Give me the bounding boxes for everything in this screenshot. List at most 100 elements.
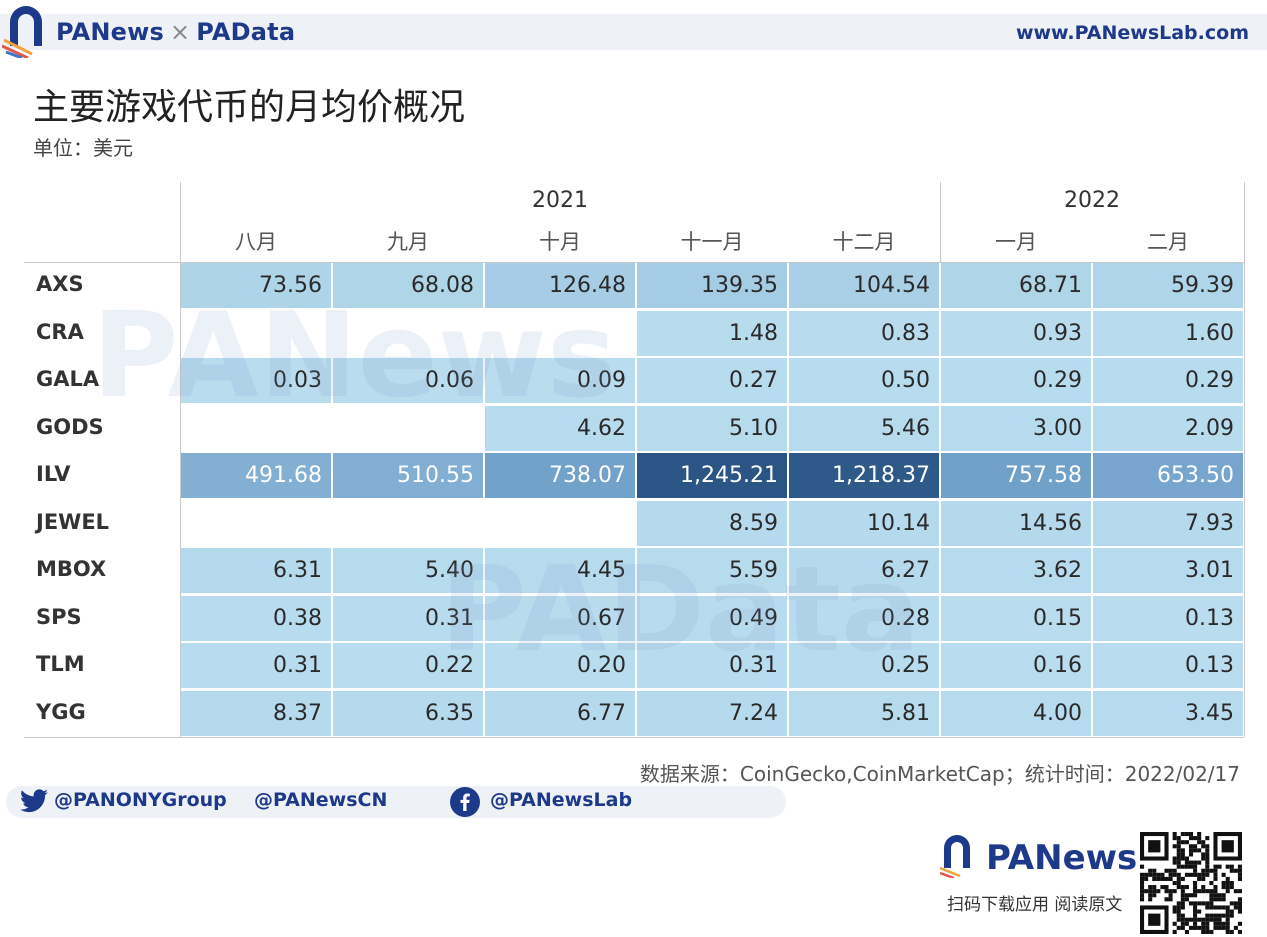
table-cell: 0.27 xyxy=(637,358,787,403)
table-cell: 139.35 xyxy=(637,263,787,308)
table-cell: 1,245.21 xyxy=(637,453,787,498)
table-cell: 7.93 xyxy=(1093,500,1243,546)
table-cell: 4.62 xyxy=(485,405,635,451)
facebook-icon xyxy=(450,787,480,817)
facebook-handle-panewslab[interactable]: @PANewsLab xyxy=(490,789,633,811)
table-cell: 1.48 xyxy=(637,310,787,356)
table-cell: 3.45 xyxy=(1093,690,1243,736)
month-header: 九月 xyxy=(387,230,429,254)
row-label-axs: AXS xyxy=(36,272,84,296)
data-source: 数据来源：CoinGecko,CoinMarketCap；统计时间：2022/0… xyxy=(639,762,1240,786)
panews-footer-logo-icon xyxy=(940,835,970,878)
social-bar xyxy=(6,786,786,818)
twitter-handle-panewscn[interactable]: @PANewsCN xyxy=(254,789,388,811)
table-cell: 1.60 xyxy=(1093,310,1243,356)
row-label-mbox: MBOX xyxy=(36,557,107,581)
twitter-handle-panonygroup[interactable]: @PANONYGroup xyxy=(54,789,227,811)
grid-line xyxy=(24,262,1244,263)
grid-line xyxy=(180,182,181,737)
table-cell: 126.48 xyxy=(485,263,635,308)
month-header: 十一月 xyxy=(680,230,744,254)
row-label-gala: GALA xyxy=(36,367,100,391)
year-header-2021: 2021 xyxy=(532,188,588,213)
table-cell: 3.01 xyxy=(1093,548,1243,593)
table-cell: 757.58 xyxy=(941,453,1091,498)
site-url[interactable]: www.PANewsLab.com xyxy=(1015,22,1249,44)
month-header: 十二月 xyxy=(832,230,896,254)
row-label-cra: CRA xyxy=(36,319,84,344)
table-cell: 0.03 xyxy=(181,358,331,403)
table-cell: 5.40 xyxy=(333,548,483,593)
table-cell: 0.67 xyxy=(485,595,635,641)
table-cell: 0.49 xyxy=(637,595,787,641)
table-cell: 0.09 xyxy=(485,358,635,403)
table-cell: 7.24 xyxy=(637,690,787,736)
month-header: 八月 xyxy=(235,230,277,254)
table-cell: 10.14 xyxy=(789,500,939,546)
brand-padata: PAData xyxy=(196,18,296,46)
table-cell: 0.25 xyxy=(789,643,939,688)
table-cell: 0.22 xyxy=(333,643,483,688)
month-header: 十月 xyxy=(539,230,581,254)
footer-cta: 扫码下载应用 阅读原文 xyxy=(947,895,1123,915)
table-cell: 6.77 xyxy=(485,690,635,736)
table-cell: 0.31 xyxy=(181,643,331,688)
table-cell: 5.46 xyxy=(789,405,939,451)
panews-logo-icon xyxy=(2,6,42,58)
table-cell: 3.00 xyxy=(941,405,1091,451)
table-cell: 510.55 xyxy=(333,453,483,498)
table-cell: 0.13 xyxy=(1093,595,1243,641)
table-cell: 1,218.37 xyxy=(789,453,939,498)
footer-brand: PANews xyxy=(986,838,1138,878)
table-cell: 0.20 xyxy=(485,643,635,688)
grid-line xyxy=(940,182,941,262)
table-cell: 104.54 xyxy=(789,263,939,308)
table-cell: 491.68 xyxy=(181,453,331,498)
row-label-ilv: ILV xyxy=(36,462,71,486)
page-title: 主要游戏代币的月均价概况 xyxy=(33,87,466,128)
table-cell: 0.93 xyxy=(941,310,1091,356)
table-cell: 0.31 xyxy=(333,595,483,641)
header-brand: PANews × PAData xyxy=(56,18,295,46)
unit-label: 单位：美元 xyxy=(33,136,133,160)
table-cell: 4.00 xyxy=(941,690,1091,736)
price-table: 2021 2022 八月 九月 十月 十一月 十二月 一月 二月 AXS 73.56 68.08 126… xyxy=(24,182,1245,740)
table-cell: 68.71 xyxy=(941,263,1091,308)
table-cell: 8.59 xyxy=(637,500,787,546)
table-cell: 738.07 xyxy=(485,453,635,498)
table-cell: 0.13 xyxy=(1093,643,1243,688)
table-cell: 0.28 xyxy=(789,595,939,641)
table-cell: 6.35 xyxy=(333,690,483,736)
row-label-jewel: JEWEL xyxy=(36,509,110,534)
table-cell: 6.31 xyxy=(181,548,331,593)
qr-code-icon[interactable] xyxy=(1140,832,1242,934)
table-cell: 5.10 xyxy=(637,405,787,451)
table-cell: 4.45 xyxy=(485,548,635,593)
table-cell: 0.15 xyxy=(941,595,1091,641)
month-header: 一月 xyxy=(995,230,1037,254)
table-cell: 59.39 xyxy=(1093,263,1243,308)
table-cell: 5.59 xyxy=(637,548,787,593)
table-cell: 5.81 xyxy=(789,690,939,736)
grid-line xyxy=(1244,182,1245,737)
row-label-gods: GODS xyxy=(36,414,104,439)
twitter-icon xyxy=(20,789,48,813)
grid-line xyxy=(24,737,1244,738)
table-cell: 653.50 xyxy=(1093,453,1243,498)
month-header: 二月 xyxy=(1147,230,1189,254)
table-cell: 3.62 xyxy=(941,548,1091,593)
table-cell: 68.08 xyxy=(333,263,483,308)
table-cell: 0.50 xyxy=(789,358,939,403)
brand-separator: × xyxy=(169,18,191,46)
row-label-sps: SPS xyxy=(36,604,82,629)
row-label-ygg: YGG xyxy=(36,699,86,724)
table-cell: 73.56 xyxy=(181,263,331,308)
table-cell: 0.29 xyxy=(941,358,1091,403)
brand-panews: PANews xyxy=(56,18,164,46)
table-cell: 0.16 xyxy=(941,643,1091,688)
table-cell: 14.56 xyxy=(941,500,1091,546)
header-bar xyxy=(0,14,1267,50)
table-cell: 0.31 xyxy=(637,643,787,688)
year-header-2022: 2022 xyxy=(1064,188,1120,213)
table-cell: 0.06 xyxy=(333,358,483,403)
